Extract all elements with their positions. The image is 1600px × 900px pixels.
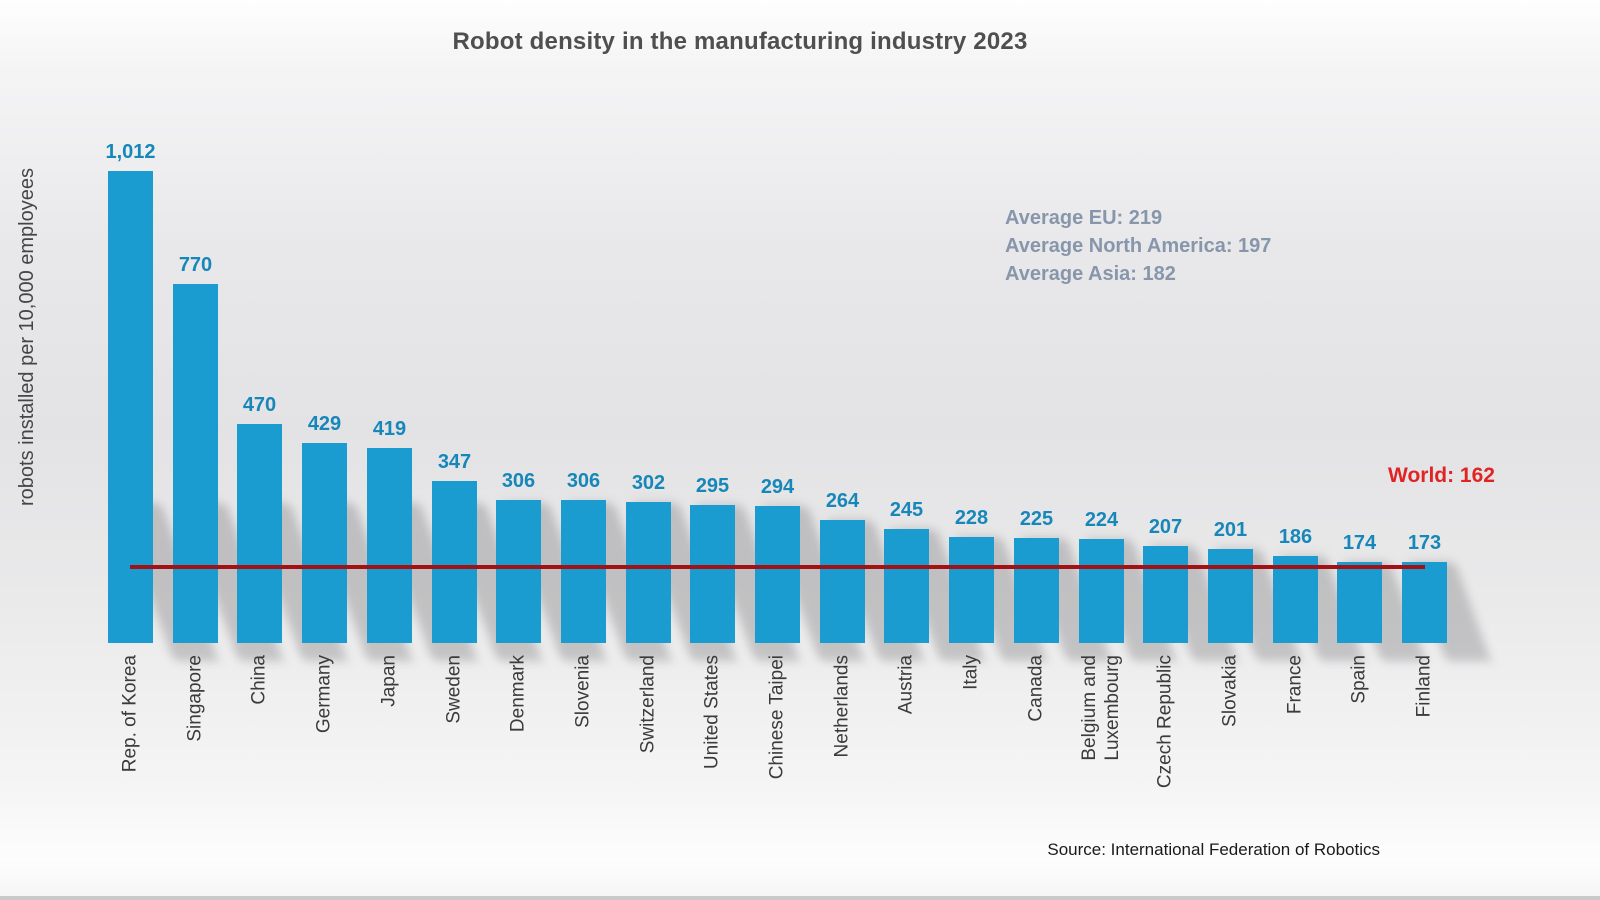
bar-value-label: 419 [372, 418, 407, 440]
category-label: Netherlands [831, 655, 853, 758]
average-asia-text: Average Asia: 182 [1005, 263, 1176, 285]
bar-value-label: 207 [1148, 516, 1183, 538]
category-label: Japan [378, 655, 400, 707]
bar-value-label: 302 [631, 472, 666, 494]
source-note: Source: International Federation of Robo… [1047, 840, 1380, 859]
world-reference-label: World: 162 [1388, 464, 1495, 487]
category-label: Italy [960, 655, 982, 690]
bar [755, 506, 800, 643]
bar [561, 500, 606, 643]
bar [432, 481, 477, 643]
category-label: Czech Republic [1154, 655, 1176, 789]
category-label: Rep. of Korea [119, 655, 141, 773]
category-label: Austria [895, 655, 917, 715]
bar [1143, 546, 1188, 643]
bar-value-label: 306 [566, 470, 601, 492]
bar [1273, 556, 1318, 643]
category-label: United States [701, 655, 723, 770]
bar-value-label: 1,012 [105, 141, 156, 163]
bar [690, 505, 735, 643]
bar [173, 284, 218, 643]
category-label: Canada [1025, 655, 1047, 722]
category-label: Denmark [507, 655, 529, 733]
category-label: Switzerland [637, 655, 659, 754]
world-reference-line [130, 565, 1425, 569]
bar-value-label: 770 [178, 254, 213, 276]
category-label: Finland [1413, 655, 1435, 718]
bar [302, 443, 347, 643]
bar [367, 448, 412, 643]
bar [1014, 538, 1059, 643]
category-label: Singapore [184, 655, 206, 742]
category-label: China [248, 655, 270, 705]
average-north-america-text: Average North America: 197 [1005, 235, 1272, 257]
bar-value-label: 201 [1213, 519, 1248, 541]
bar [1079, 539, 1124, 643]
category-label: Slovakia [1219, 655, 1241, 727]
category-label: Germany [313, 655, 335, 734]
category-label: Sweden [443, 655, 465, 724]
bar-value-label: 174 [1342, 532, 1377, 554]
bar [1402, 562, 1447, 643]
bar-value-label: 186 [1278, 526, 1313, 548]
chart-title: Robot density in the manufacturing indus… [452, 28, 1028, 55]
category-label: France [1284, 655, 1306, 715]
category-label: Chinese Taipei [766, 655, 788, 780]
bar-value-label: 470 [242, 394, 277, 416]
bar-value-label: 245 [889, 499, 924, 521]
bar [820, 520, 865, 643]
bar-value-label: 295 [695, 475, 730, 497]
bar [1208, 549, 1253, 643]
bar-value-label: 173 [1407, 532, 1442, 554]
category-label: Spain [1348, 655, 1370, 704]
bar-value-label: 306 [501, 470, 536, 492]
bar-value-label: 264 [825, 490, 860, 512]
bar [949, 537, 994, 643]
category-label: Slovenia [572, 655, 594, 728]
bar [496, 500, 541, 643]
bar [626, 502, 671, 643]
averages-annotation: Average EU: 219 Average North America: 1… [1005, 204, 1271, 288]
bar [1337, 562, 1382, 643]
bar-value-label: 347 [437, 451, 472, 473]
bar [237, 424, 282, 643]
average-eu-text: Average EU: 219 [1005, 207, 1163, 229]
bar-value-label: 228 [954, 507, 989, 529]
bar-value-label: 294 [760, 476, 795, 498]
bar-value-label: 429 [307, 413, 342, 435]
category-label: Belgium and Luxembourg [1078, 655, 1123, 761]
bar-value-label: 225 [1019, 508, 1054, 530]
bar [884, 529, 929, 643]
bar [108, 171, 153, 643]
bar-value-label: 224 [1084, 509, 1119, 531]
